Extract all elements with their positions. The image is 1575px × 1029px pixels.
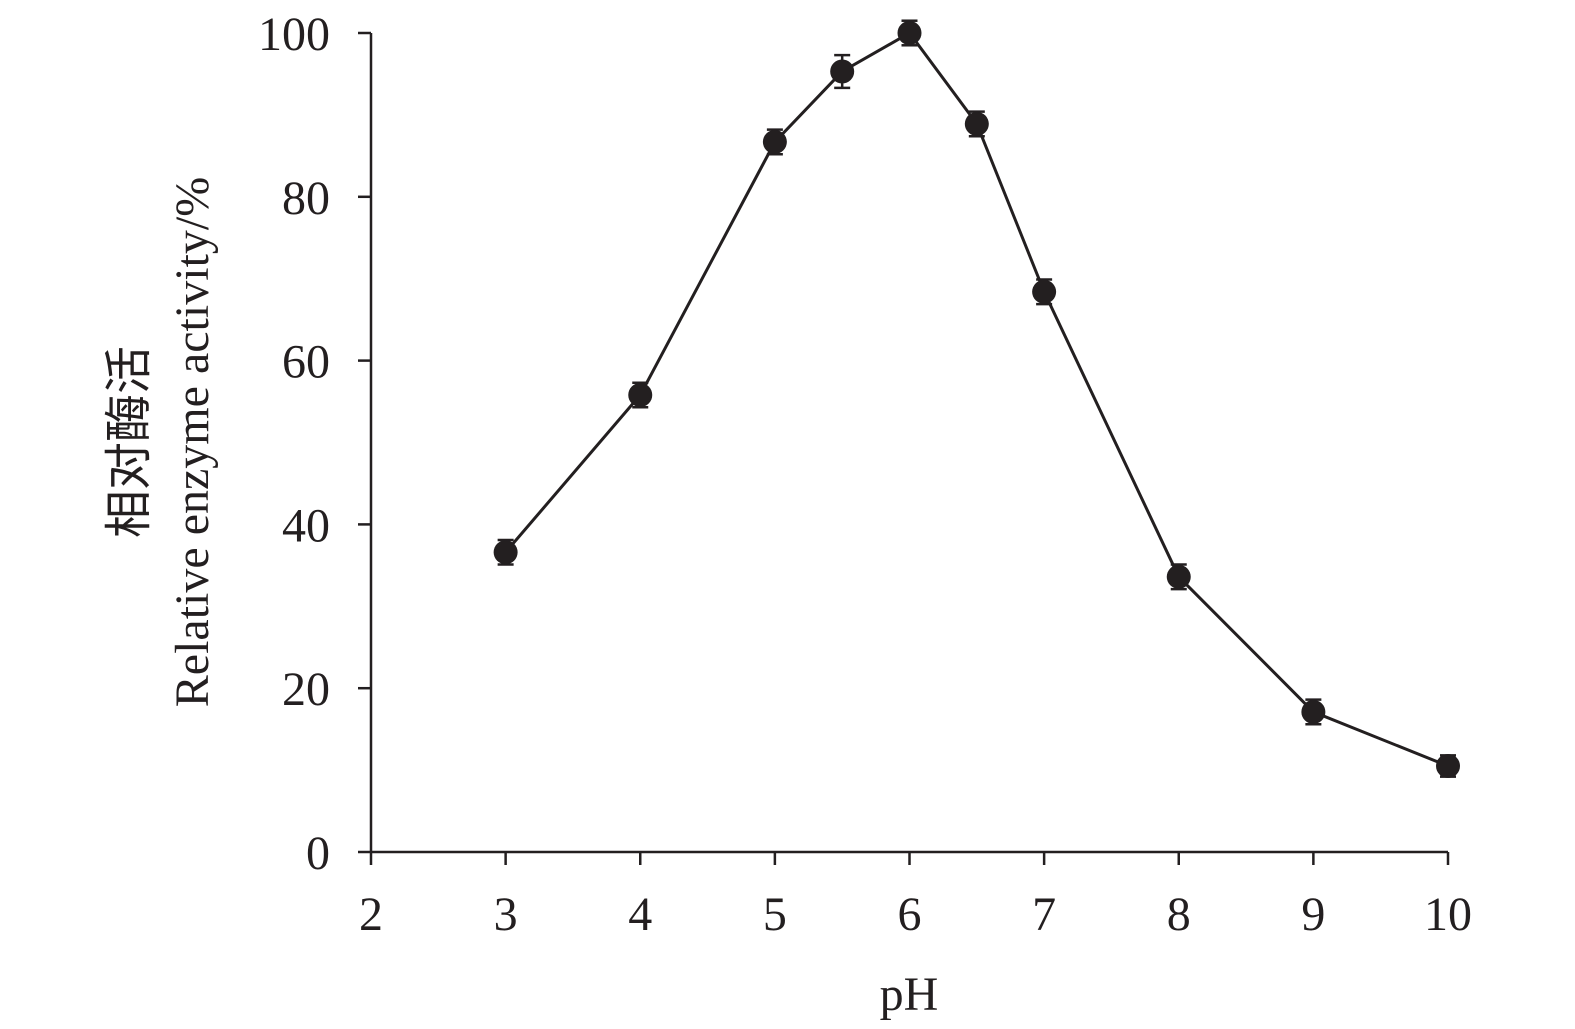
- marker-3: [830, 59, 855, 84]
- y-tick-label-5: 100: [258, 8, 330, 61]
- y-tick-label-3: 60: [282, 336, 330, 389]
- y-axis-title: 相对酶活 Relative enzyme activity/%: [103, 177, 219, 707]
- y-tick-label-2: 40: [282, 499, 330, 552]
- y-tick-label-4: 80: [282, 172, 330, 225]
- marker-7: [1166, 564, 1191, 589]
- y-ticks: 0 20 40 60 80 100: [258, 8, 371, 880]
- data-point-8: [1301, 698, 1326, 726]
- marker-0: [493, 540, 518, 565]
- y-tick-label-1: 20: [282, 663, 330, 716]
- y-tick-label-0: 0: [306, 827, 330, 880]
- data-point-6: [1032, 278, 1057, 306]
- data-point-3: [830, 53, 855, 90]
- marker-8: [1301, 699, 1326, 724]
- x-tick-label-0: 2: [359, 888, 383, 941]
- series-group: [493, 19, 1460, 779]
- marker-6: [1032, 279, 1057, 304]
- marker-4: [897, 21, 922, 45]
- x-ticks: 2 3 4 5 6 7 8 9 10: [359, 852, 1472, 941]
- data-point-9: [1436, 754, 1460, 779]
- marker-1: [628, 382, 653, 407]
- data-point-0: [493, 538, 518, 566]
- x-tick-label-8: 10: [1424, 888, 1472, 941]
- x-tick-label-5: 7: [1032, 888, 1056, 941]
- data-point-7: [1166, 563, 1191, 591]
- x-tick-label-1: 3: [494, 888, 518, 941]
- x-axis-title: pH: [880, 968, 939, 1021]
- x-tick-label-2: 4: [628, 888, 652, 941]
- marker-9: [1436, 754, 1460, 779]
- data-point-5: [964, 110, 989, 138]
- series-line-0: [504, 31, 1449, 768]
- x-tick-label-3: 5: [763, 888, 787, 941]
- axes: 2 3 4 5 6 7 8 9 10 0 20 40 60 80 100: [258, 8, 1472, 941]
- x-tick-label-6: 8: [1167, 888, 1191, 941]
- data-point-4: [897, 19, 922, 47]
- marker-5: [964, 111, 989, 136]
- data-point-1: [628, 381, 653, 409]
- y-axis-title-line-1: 相对酶活: [103, 346, 156, 538]
- data-point-2: [762, 128, 787, 156]
- marker-2: [762, 129, 787, 154]
- x-tick-label-7: 9: [1301, 888, 1325, 941]
- x-tick-label-4: 6: [898, 888, 922, 941]
- y-axis-title-line-2: Relative enzyme activity/%: [166, 177, 219, 707]
